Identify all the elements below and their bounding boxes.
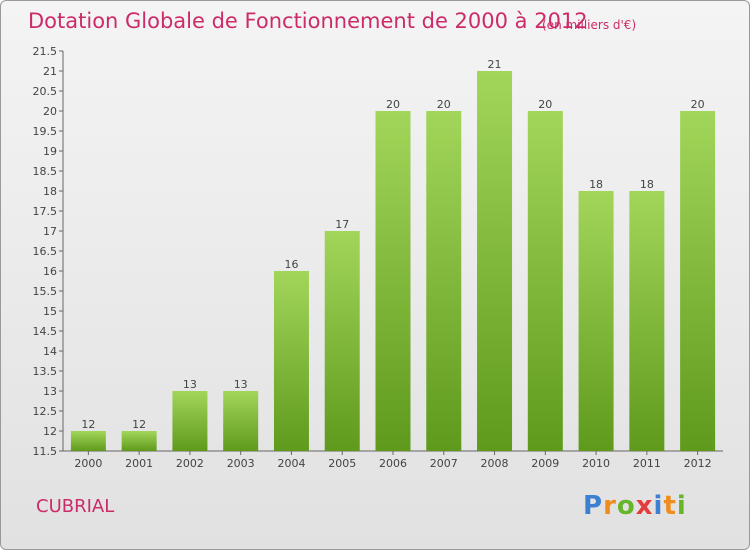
bar: [70, 431, 106, 451]
y-tick-label: 14: [43, 345, 57, 358]
bar: [223, 391, 259, 451]
y-tick-label: 20: [43, 105, 57, 118]
bar-value-label: 16: [284, 258, 298, 271]
bar: [578, 191, 614, 451]
bar-value-label: 13: [234, 378, 248, 391]
y-tick-label: 13: [43, 385, 57, 398]
x-tick-label: 2002: [176, 457, 204, 470]
bar-value-label: 20: [538, 98, 552, 111]
y-tick-label: 16: [43, 265, 57, 278]
chart-title: Dotation Globale de Fonctionnement de 20…: [28, 9, 588, 33]
bar: [121, 431, 157, 451]
x-tick-label: 2011: [633, 457, 661, 470]
bar: [172, 391, 208, 451]
x-tick-label: 2012: [684, 457, 712, 470]
y-tick-label: 18: [43, 185, 57, 198]
y-tick-label: 18.5: [33, 165, 58, 178]
x-tick-label: 2010: [582, 457, 610, 470]
bar: [680, 111, 716, 451]
y-tick-label: 15: [43, 305, 57, 318]
y-tick-label: 16.5: [33, 245, 58, 258]
unit-label: (en milliers d'€): [542, 18, 637, 32]
y-tick-label: 19.5: [33, 125, 58, 138]
bar: [527, 111, 563, 451]
bar-value-label: 18: [640, 178, 654, 191]
logo-letter: r: [603, 491, 617, 521]
logo-letter: t: [663, 491, 677, 521]
y-tick-label: 11.5: [33, 445, 58, 458]
logo-letter: P: [583, 491, 604, 521]
bar: [477, 71, 513, 451]
bar-value-label: 18: [589, 178, 603, 191]
bar-value-label: 21: [488, 58, 502, 71]
y-tick-label: 13.5: [33, 365, 58, 378]
y-tick-label: 21: [43, 65, 57, 78]
proxiti-logo: Proxiti: [583, 491, 687, 521]
x-tick-label: 2003: [227, 457, 255, 470]
bar: [324, 231, 360, 451]
y-tick-label: 19: [43, 145, 57, 158]
x-tick-label: 2000: [74, 457, 102, 470]
logo-letter: i: [676, 491, 687, 521]
bar-value-label: 17: [335, 218, 349, 231]
x-tick-label: 2004: [277, 457, 305, 470]
y-tick-label: 15.5: [33, 285, 58, 298]
commune-name: CUBRIAL: [36, 496, 115, 517]
bar-value-label: 20: [437, 98, 451, 111]
bar-value-label: 13: [183, 378, 197, 391]
x-tick-label: 2005: [328, 457, 356, 470]
y-tick-label: 12: [43, 425, 57, 438]
x-tick-label: 2008: [481, 457, 509, 470]
bar: [273, 271, 309, 451]
bar-value-label: 20: [691, 98, 705, 111]
logo-letter: o: [616, 491, 636, 521]
bar: [629, 191, 665, 451]
bar-value-label: 12: [81, 418, 95, 431]
x-tick-label: 2009: [531, 457, 559, 470]
y-tick-label: 21.5: [33, 45, 58, 58]
y-tick-label: 12.5: [33, 405, 58, 418]
logo-letter: i: [653, 491, 664, 521]
y-tick-label: 17: [43, 225, 57, 238]
y-tick-label: 17.5: [33, 205, 58, 218]
x-tick-label: 2001: [125, 457, 153, 470]
y-tick-label: 14.5: [33, 325, 58, 338]
x-tick-label: 2006: [379, 457, 407, 470]
y-tick-label: 20.5: [33, 85, 58, 98]
logo-letter: x: [635, 491, 654, 521]
bar-value-label: 20: [386, 98, 400, 111]
bar: [426, 111, 462, 451]
bar-value-label: 12: [132, 418, 146, 431]
bar: [375, 111, 411, 451]
x-tick-label: 2007: [430, 457, 458, 470]
